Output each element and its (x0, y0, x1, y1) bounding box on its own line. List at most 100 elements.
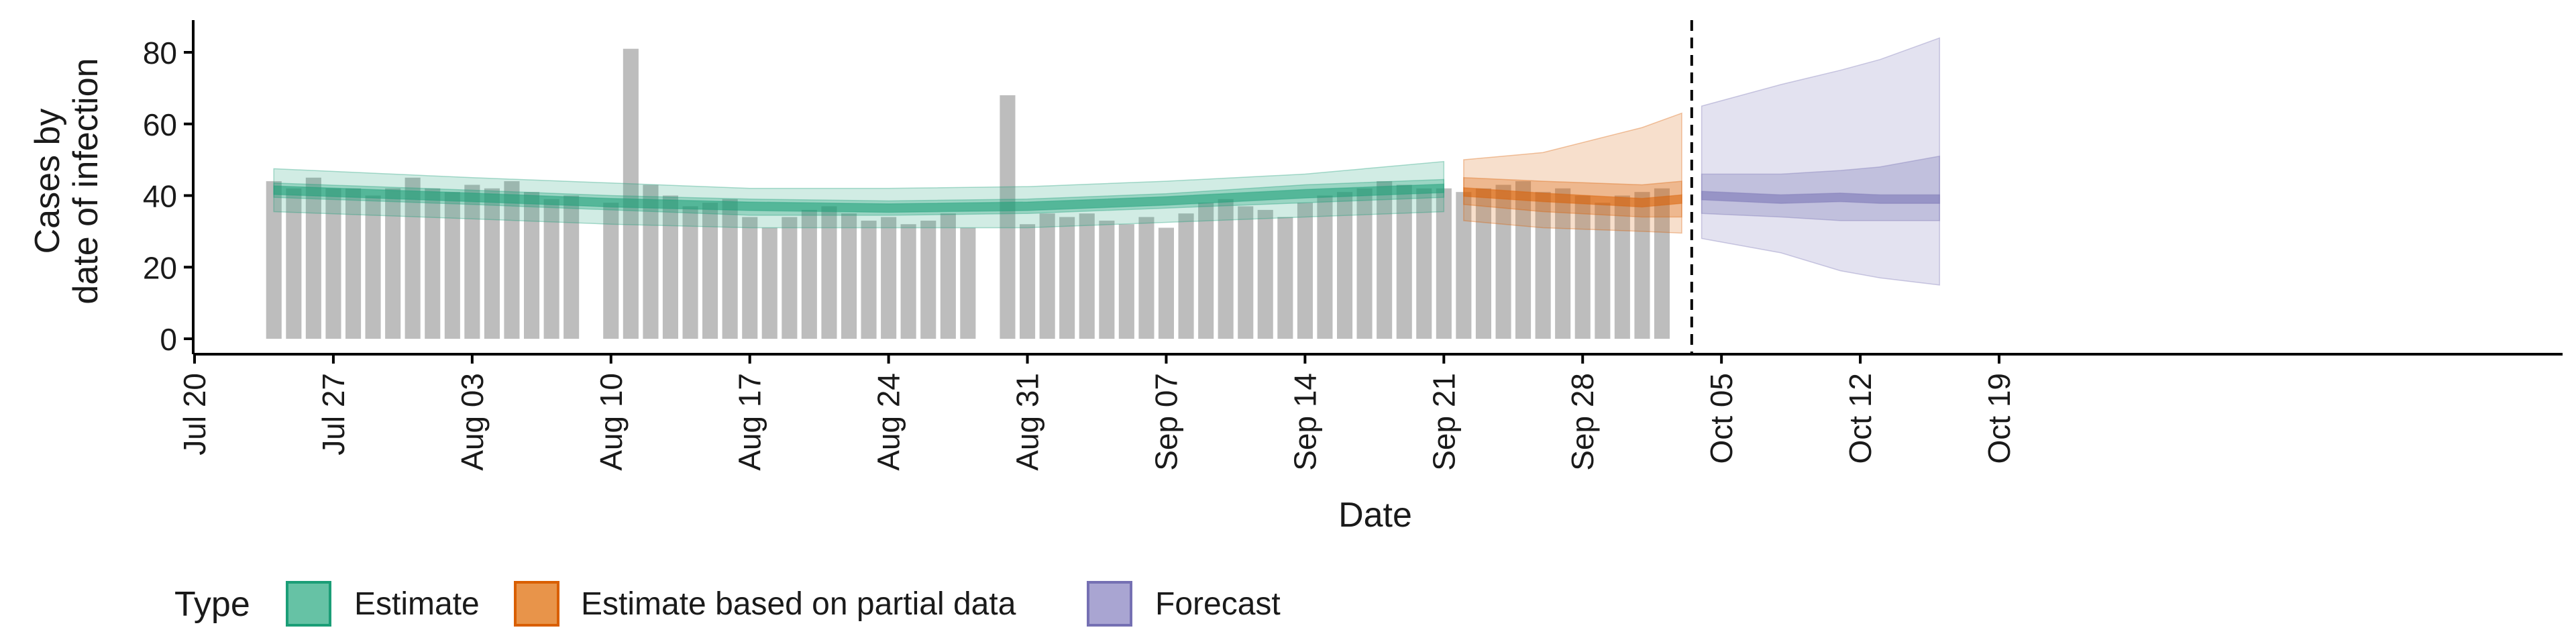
x-tick-label: Sep 28 (1565, 373, 1600, 471)
legend-swatch-estimate (286, 581, 331, 627)
bar (1654, 188, 1670, 339)
bar (861, 220, 877, 339)
bar (425, 188, 441, 339)
y-tick-label: 60 (143, 107, 177, 142)
bar (1337, 192, 1353, 339)
x-tick-label: Sep 21 (1426, 373, 1461, 471)
y-tick-label: 20 (143, 250, 177, 285)
bar (1020, 224, 1036, 339)
legend-swatch-forecast (1087, 581, 1132, 627)
x-axis-label: Date (1338, 496, 1412, 535)
bar (543, 199, 559, 339)
forecast-ci50-band (1701, 155, 1941, 221)
x-tick-label: Sep 14 (1287, 373, 1322, 471)
bar (385, 188, 401, 339)
bar (801, 209, 817, 339)
bars-layer (266, 48, 1670, 339)
bar (464, 184, 480, 339)
bar (325, 188, 341, 339)
bar (940, 213, 956, 339)
bar (1138, 217, 1155, 339)
bar (643, 184, 659, 339)
legend: Type Estimate Estimate based on partial … (174, 581, 1281, 627)
bar (286, 188, 302, 339)
bar (1614, 195, 1630, 339)
bar (1277, 217, 1293, 339)
forecast-ci90-band (1701, 37, 1941, 286)
y-axis-label-line1: Cases by (28, 109, 67, 254)
bar (900, 224, 916, 339)
x-tick-label: Oct 05 (1704, 373, 1739, 464)
bar (1396, 184, 1412, 339)
bar (524, 192, 540, 339)
bar (1416, 188, 1432, 339)
bar (1039, 213, 1055, 339)
bar (881, 217, 897, 339)
estimate-median-band (273, 183, 1445, 213)
bar (266, 181, 282, 339)
bar (782, 217, 798, 339)
bar (1436, 188, 1452, 339)
y-tick-label: 0 (160, 322, 177, 357)
bar (1178, 213, 1194, 339)
bar (722, 199, 738, 339)
bar (1079, 213, 1095, 339)
bar (702, 203, 718, 339)
bar (345, 188, 362, 339)
bar (1198, 203, 1214, 339)
bar (1158, 227, 1174, 339)
bar (1595, 203, 1611, 339)
legend-label-estimate: Estimate (354, 586, 480, 622)
bar (504, 181, 520, 339)
x-tick-label: Aug 24 (871, 373, 906, 471)
bar (1356, 188, 1373, 339)
bar (1377, 181, 1393, 339)
bar (761, 227, 777, 339)
bar (821, 206, 837, 339)
estimate-ci90-band (273, 160, 1445, 229)
bar (1218, 199, 1234, 339)
bar (1297, 203, 1313, 339)
bar (1515, 181, 1532, 339)
bar (1495, 184, 1511, 339)
legend-label-partial: Estimate based on partial data (581, 586, 1016, 622)
bar (1238, 206, 1254, 339)
bar (1535, 192, 1551, 339)
y-axis-label-line2: date of infection (66, 58, 105, 304)
bar (682, 206, 698, 339)
bar (841, 213, 857, 339)
bar (305, 177, 321, 339)
bar (1574, 195, 1591, 339)
bar (1475, 188, 1491, 339)
x-tick-label: Jul 20 (177, 373, 212, 455)
x-tick-label: Aug 03 (455, 373, 490, 471)
bar (365, 195, 381, 339)
bar (484, 188, 500, 339)
ribbons-layer (273, 20, 1941, 354)
x-tick-label: Aug 10 (594, 373, 629, 471)
bar (603, 203, 619, 339)
bar (1456, 192, 1472, 339)
bar (564, 195, 580, 339)
forecast-median-band (1701, 191, 1941, 204)
bar (742, 217, 758, 339)
legend-swatch-partial (514, 581, 559, 627)
bar (1257, 209, 1273, 339)
bar (1317, 195, 1333, 339)
x-tick-label: Oct 19 (1982, 373, 2017, 464)
legend-label-forecast: Forecast (1155, 586, 1281, 622)
partial-median-band (1463, 186, 1682, 208)
x-tick-label: Aug 31 (1010, 373, 1045, 471)
bar (662, 195, 678, 339)
x-tick-label: Aug 17 (733, 373, 767, 471)
axes-layer: 0 20 40 60 80 Jul 20 Jul 27 Aug 03 Aug 10 Aug 17 A… (143, 20, 2563, 471)
bar (1000, 95, 1016, 339)
bar (1099, 220, 1115, 339)
bar (444, 192, 460, 339)
bar (1118, 224, 1134, 339)
y-tick-label: 80 (143, 36, 177, 70)
bar (623, 48, 639, 339)
estimate-ci50-band (273, 178, 1445, 216)
bar (960, 227, 976, 339)
